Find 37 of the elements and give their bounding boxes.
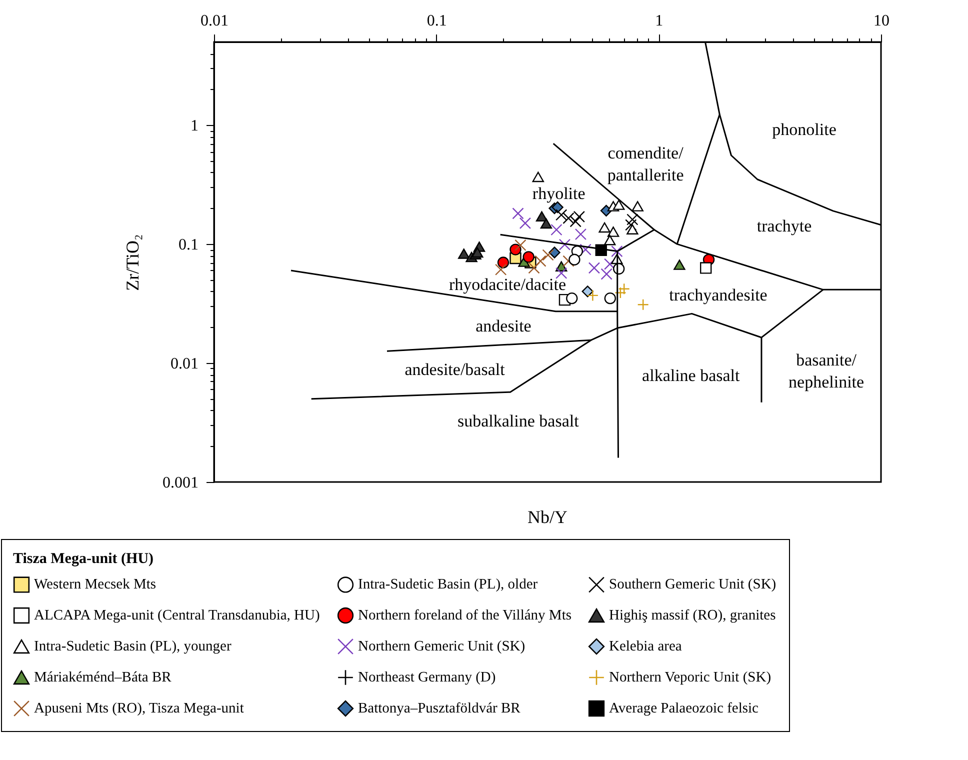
legend-label: ALCAPA Mega-unit (Central Transdanubia, HU) [34, 608, 320, 624]
legend-label: Northern foreland of the Villány Mts [358, 608, 572, 624]
legend-label: Northern Gemeric Unit (SK) [358, 638, 526, 654]
legend-label: Intra-Sudetic Basin (PL), older [358, 576, 538, 593]
legend-label: Battonya–Pusztaföldvár BR [358, 700, 521, 716]
legend-label: Northeast Germany (D) [358, 670, 496, 686]
x-tick-label: 0.01 [200, 12, 228, 30]
x-tick-label: 10 [874, 12, 890, 30]
legend-label: Average Palaeozoic felsic [609, 700, 758, 716]
legend-label: Northern Veporic Unit (SK) [609, 670, 772, 686]
y-tick-label: 0.01 [170, 356, 198, 373]
annotation: basanite/ nephelinite [788, 350, 864, 392]
legend-label: Máriakéménd–Báta BR [34, 670, 172, 686]
x-tick-label: 1 [655, 12, 664, 30]
annotation: trachyandesite [669, 285, 768, 304]
x-axis-title: Nb/Y [528, 507, 568, 527]
legend-label: Western Mecsek Mts [34, 576, 156, 593]
y-axis-title: Zr/TiO₂ [122, 234, 142, 291]
annotation: subalkaline basalt [457, 412, 580, 431]
annotation: comendite/ pantallerite [607, 143, 684, 184]
y-tick-label: 1 [190, 118, 198, 135]
y-tick-label: 0.001 [162, 474, 198, 492]
annotation: rhyolite [532, 184, 586, 203]
legend-label: Highiş massif (RO), granites [609, 608, 776, 624]
annotation: alkaline basalt [642, 366, 740, 385]
annotation: andesite [476, 316, 532, 336]
legend-title: Tisza Mega-unit (HU) [13, 551, 154, 567]
annotation: andesite/basalt [404, 360, 506, 380]
legend-label: Southern Gemeric Unit (SK) [609, 576, 776, 593]
legend-label: Kelebia area [609, 638, 682, 654]
annotation: trachyte [756, 216, 812, 236]
legend-label: Intra-Sudetic Basin (PL), younger [34, 638, 232, 654]
y-tick-label: 0.1 [178, 236, 198, 254]
annotation: rhyodacite/dacite [448, 274, 566, 294]
annotation: phonolite [772, 120, 836, 139]
legend-label: Apuseni Mts (RO), Tisza Mega-unit [34, 700, 244, 716]
x-tick-label: 0.1 [426, 12, 447, 30]
